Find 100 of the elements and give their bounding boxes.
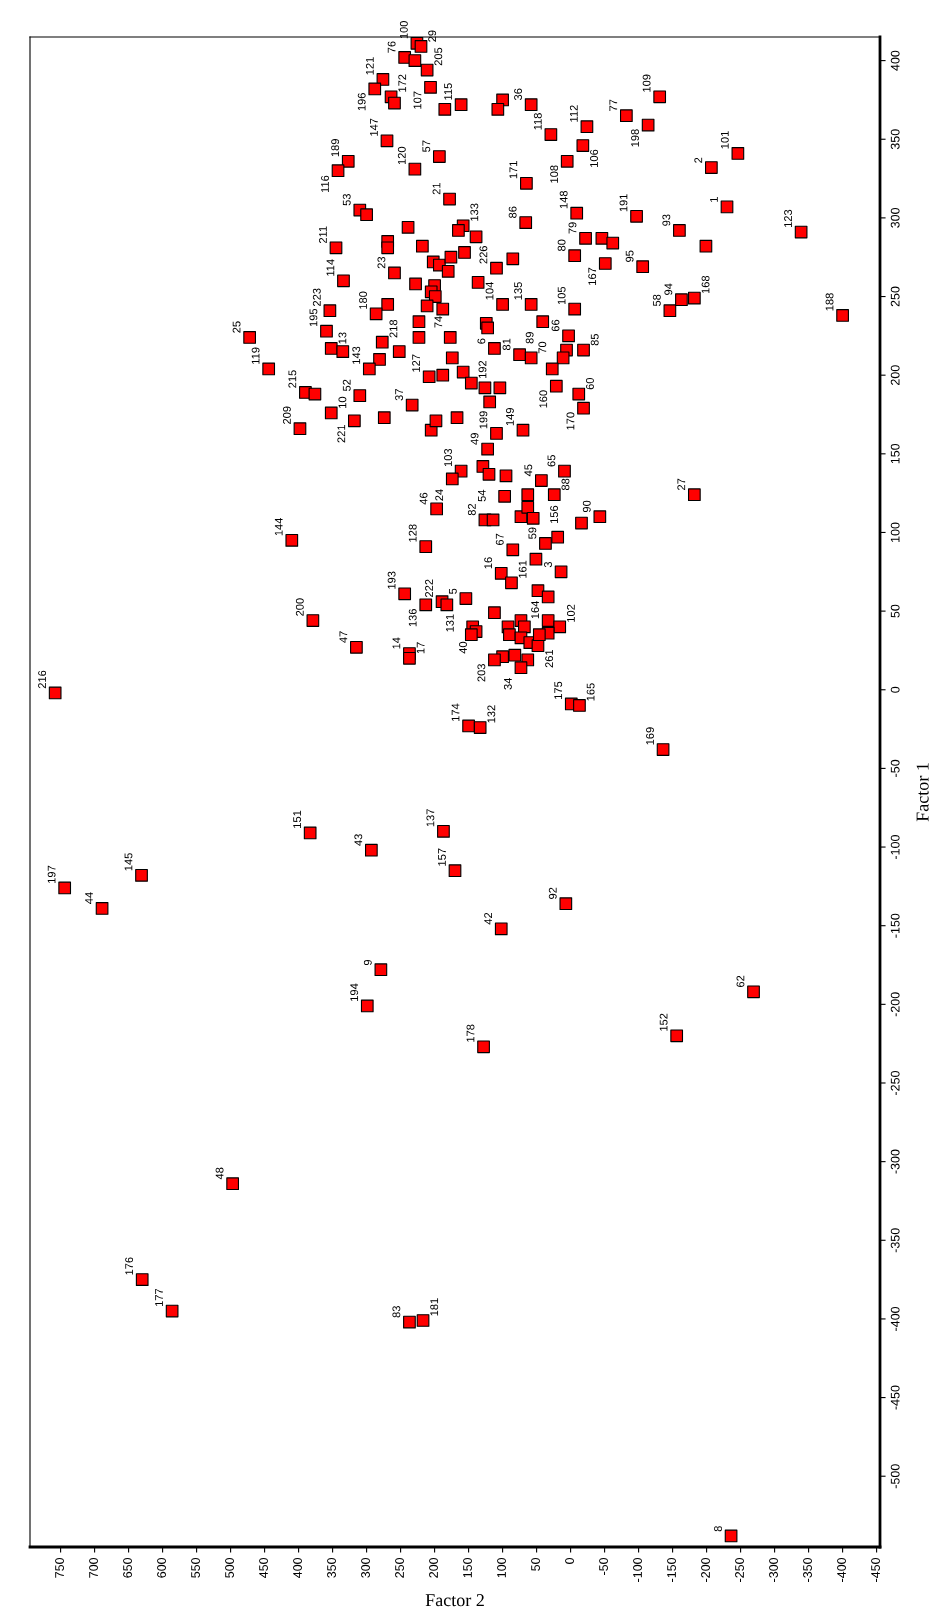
annotation: 167	[588, 267, 597, 285]
y-axis-title: Factor 1	[916, 763, 929, 822]
annotation: 92	[548, 887, 557, 899]
y-tick-label: -200	[890, 992, 900, 1017]
x-tick-label: 100	[497, 1557, 506, 1578]
annotation: 40	[459, 641, 467, 654]
annotation: 13	[338, 332, 347, 344]
annotation: 211	[318, 226, 327, 244]
x-tick-label: 300	[361, 1557, 370, 1578]
annotation: 86	[508, 206, 517, 218]
y-tick-label: 100	[890, 522, 900, 542]
annotation: 6	[477, 338, 486, 344]
annotation: 189	[331, 139, 340, 157]
annotation: 135	[514, 282, 523, 300]
annotation: 191	[619, 194, 628, 212]
annotation: 29	[428, 30, 437, 42]
annotation: 2	[694, 157, 703, 163]
y-tick-label: 250	[890, 286, 900, 307]
annotation: 223	[312, 288, 321, 306]
annotation: 101	[720, 131, 729, 149]
annotation: 36	[514, 88, 523, 101]
annotation: 45	[524, 464, 533, 477]
annotation: 70	[538, 341, 547, 354]
annotation: 112	[569, 105, 578, 122]
annotation: 102	[566, 604, 575, 622]
y-tick-label: 350	[890, 129, 900, 150]
x-tick-label: 200	[429, 1557, 438, 1578]
x-tick-label: -350	[803, 1557, 812, 1582]
annotation: 175	[554, 681, 563, 699]
annotation: 195	[309, 308, 318, 327]
annotation: 127	[412, 354, 420, 372]
x-tick-label: 50	[531, 1557, 540, 1571]
annotation: 148	[559, 190, 568, 209]
annotation: 47	[339, 631, 348, 643]
annotation: 106	[590, 149, 598, 167]
annotation: 59	[528, 527, 537, 539]
annotation: 118	[533, 113, 542, 130]
x-tick-label: 0	[565, 1557, 574, 1564]
annotation: 60	[586, 377, 594, 390]
annotation: 261	[545, 649, 554, 668]
x-tick-label: 650	[123, 1557, 132, 1578]
annotation: 90	[582, 500, 591, 513]
annotation: 172	[398, 74, 407, 92]
annotation: 123	[784, 209, 792, 228]
annotation: 108	[550, 165, 559, 183]
annotation: 76	[387, 41, 396, 53]
annotation: 188	[825, 293, 834, 311]
x-tick-label: 250	[395, 1557, 404, 1578]
annotation: 8	[714, 1526, 722, 1532]
y-tick-label: -250	[890, 1070, 900, 1095]
annotation: 14	[392, 637, 401, 649]
annotation: 46	[419, 492, 428, 505]
annotation: 218	[389, 319, 398, 338]
annotation: 205	[434, 47, 443, 66]
x-tick-label: 750	[55, 1557, 64, 1578]
x-tick-label: -50	[599, 1557, 608, 1575]
y-tick-label: -150	[890, 913, 900, 938]
annotation: 145	[124, 853, 133, 871]
annotation: 157	[438, 848, 446, 866]
annotation: 9	[363, 959, 372, 966]
annotation: 25	[232, 321, 241, 333]
annotation: 52	[342, 379, 351, 392]
annotation: 37	[395, 389, 404, 401]
y-tick-label: 300	[890, 207, 900, 228]
y-tick-label: -50	[890, 759, 900, 777]
annotation: 196	[357, 93, 366, 111]
x-tick-label: -250	[735, 1557, 744, 1582]
annotation: 170	[566, 412, 575, 430]
y-tick-label: 400	[890, 50, 900, 71]
annotation: 24	[435, 489, 444, 501]
annotation: 95	[625, 250, 634, 262]
annotation: 79	[568, 222, 577, 234]
x-tick-label: -300	[769, 1557, 778, 1582]
annotation: 133	[470, 203, 479, 221]
annotation: 21	[432, 183, 441, 195]
annotation: 80	[557, 239, 566, 251]
annotation: 43	[354, 834, 363, 846]
annotation: 83	[392, 1306, 401, 1318]
x-tick-label: -400	[837, 1557, 846, 1582]
annotation: 136	[408, 609, 417, 627]
annotation: 88	[561, 478, 570, 491]
annotation: 116	[321, 175, 329, 193]
annotation: 216	[38, 670, 47, 689]
annotation: 10	[338, 396, 347, 408]
annotation: 3	[544, 561, 552, 568]
x-tick-label: 450	[259, 1557, 268, 1578]
annotation: 131	[445, 614, 454, 632]
annotation: 85	[590, 333, 599, 346]
annotation: 67	[495, 533, 504, 546]
x-tick-label: -450	[871, 1557, 880, 1582]
annotation: 152	[659, 1013, 668, 1031]
annotation: 160	[539, 390, 548, 408]
annotation: 177	[155, 1288, 163, 1307]
annotation: 54	[478, 489, 486, 502]
annotation: 17	[416, 642, 425, 654]
annotation: 193	[387, 571, 396, 589]
y-tick-label: -400	[890, 1306, 900, 1331]
annotation: 107	[413, 91, 422, 109]
x-tick-label: 400	[293, 1557, 302, 1578]
annotation: 178	[466, 1024, 475, 1042]
